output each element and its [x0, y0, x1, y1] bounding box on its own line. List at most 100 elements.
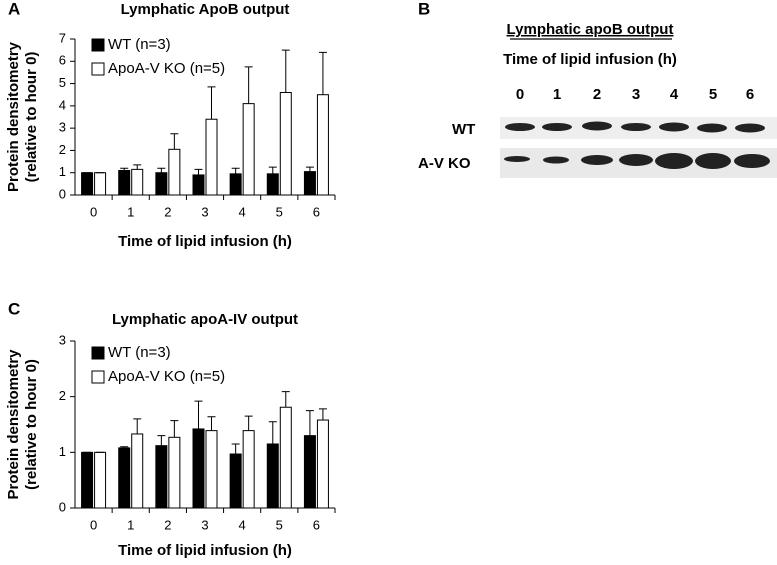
error-bar: [268, 421, 277, 444]
lane-label: 4: [670, 86, 679, 103]
bar: [229, 173, 242, 196]
bar: [316, 94, 329, 196]
bands: [504, 121, 770, 169]
bar: [303, 435, 316, 509]
y-axis-label: Protein densitometry: [5, 349, 22, 500]
legend-label: ApoA-V KO (n=5): [108, 368, 225, 385]
x-axis-label: Time of lipid infusion (h): [118, 542, 292, 559]
chart-title: Lymphatic ApoB output: [121, 1, 290, 18]
legend-swatch: [91, 38, 105, 52]
error-bar: [318, 51, 327, 95]
bar: [118, 447, 131, 509]
y-tick-label: 2: [59, 142, 66, 157]
legend-label: ApoA-V KO (n=5): [108, 60, 225, 77]
x-tick-label: 0: [90, 517, 97, 532]
y-tick-label: 5: [59, 75, 66, 90]
error-bar: [231, 167, 240, 174]
legend-swatch: [91, 370, 105, 384]
legend-swatch: [91, 346, 105, 360]
bar: [94, 172, 107, 196]
blot-xlabel: Time of lipid infusion (h): [503, 51, 677, 68]
y-tick-label: 0: [59, 499, 66, 514]
bar: [303, 171, 316, 196]
bar: [279, 406, 292, 509]
lane-label: 3: [632, 86, 640, 103]
error-bar: [268, 166, 277, 174]
x-tick-label: 3: [201, 204, 208, 219]
y-tick-label: 1: [59, 164, 66, 179]
bar: [81, 172, 94, 196]
error-bar: [244, 415, 253, 431]
x-tick-label: 5: [276, 517, 283, 532]
bar: [131, 433, 144, 509]
y-tick-label: 4: [59, 97, 66, 112]
x-tick-label: 0: [90, 204, 97, 219]
error-bar: [231, 443, 240, 455]
y-tick-label: 2: [59, 388, 66, 403]
error-bar: [133, 418, 142, 434]
error-bar: [207, 416, 216, 431]
legend-swatch: [91, 62, 105, 76]
error-bar: [194, 400, 203, 429]
chart-title: Lymphatic apoA-IV output: [112, 311, 298, 328]
error-bar: [305, 166, 314, 172]
bar: [242, 103, 255, 196]
x-tick-label: 2: [164, 517, 171, 532]
error-bar: [170, 133, 179, 150]
x-tick-label: 1: [127, 204, 134, 219]
y-tick-label: 3: [59, 120, 66, 135]
bar: [192, 174, 205, 196]
error-bar: [207, 86, 216, 120]
error-bar: [281, 391, 290, 408]
legend-label: WT (n=3): [108, 344, 171, 361]
bar: [242, 430, 255, 509]
error-bar: [281, 49, 290, 93]
x-tick-label: 4: [239, 517, 246, 532]
lane-label: 2: [593, 86, 601, 103]
bar: [155, 172, 168, 196]
x-axis-label: Time of lipid infusion (h): [118, 233, 292, 250]
bar: [168, 436, 181, 509]
y-tick-label: 6: [59, 53, 66, 68]
error-bar: [305, 410, 314, 436]
x-tick-label: 2: [164, 204, 171, 219]
x-tick-label: 6: [313, 517, 320, 532]
error-bar: [157, 167, 166, 173]
legend-label: WT (n=3): [108, 36, 171, 53]
bar: [131, 168, 144, 196]
bar: [316, 419, 329, 509]
bar: [205, 430, 218, 509]
bar: [205, 118, 218, 196]
bar: [118, 169, 131, 196]
x-tick-label: 1: [127, 517, 134, 532]
x-tick-label: 5: [276, 204, 283, 219]
bar: [192, 428, 205, 509]
bar: [229, 453, 242, 509]
error-bar: [120, 446, 129, 448]
error-bar: [318, 408, 327, 421]
x-tick-label: 3: [201, 517, 208, 532]
error-bar: [120, 167, 129, 171]
y-axis-label: (relative to hour 0): [23, 52, 40, 183]
bar: [155, 445, 168, 509]
lane-label: 6: [746, 86, 754, 103]
bar: [94, 451, 107, 509]
blot-panel: B Lymphatic apoB output Time of lipid in…: [418, 0, 777, 178]
blot-title: Lymphatic apoB output: [507, 21, 674, 38]
y-tick-label: 3: [59, 332, 66, 347]
x-tick-label: 4: [239, 204, 246, 219]
bar: [279, 91, 292, 196]
bar: [266, 443, 279, 509]
y-tick-label: 0: [59, 186, 66, 201]
y-tick-label: 7: [59, 30, 66, 45]
lane-label: 0: [516, 86, 524, 103]
error-bar: [244, 66, 253, 104]
x-tick-label: 6: [313, 204, 320, 219]
row-label: WT: [452, 121, 475, 138]
lane-label: 1: [553, 86, 561, 103]
bar: [168, 148, 181, 196]
lane-label: 5: [709, 86, 717, 103]
error-bar: [133, 164, 142, 170]
error-bar: [157, 435, 166, 446]
